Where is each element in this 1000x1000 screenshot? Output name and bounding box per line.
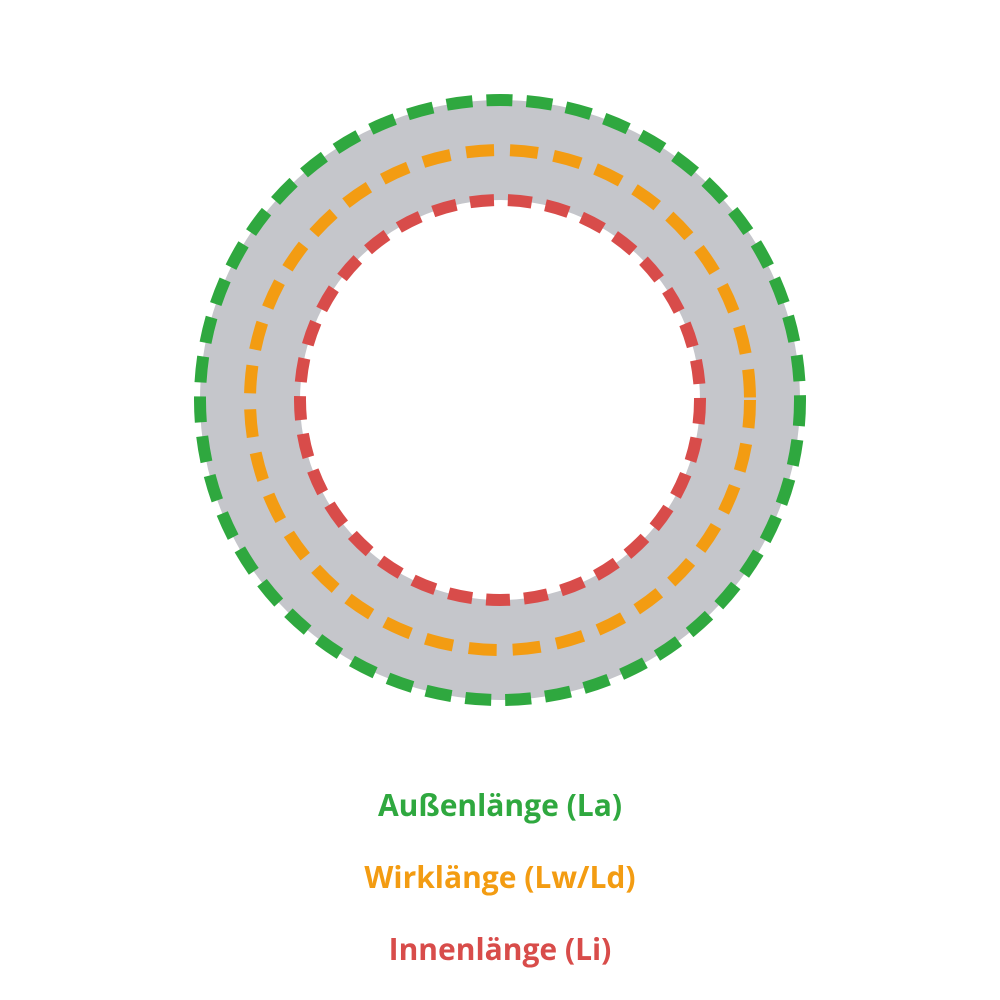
legend-outer-label: Außenlänge (La)	[0, 790, 1000, 820]
ring-diagram	[0, 0, 1000, 1000]
diagram-canvas: Außenlänge (La) Wirklänge (Lw/Ld) Innenl…	[0, 0, 1000, 1000]
legend-inner-label: Innenlänge (Li)	[0, 934, 1000, 964]
effective-length-circle	[250, 150, 750, 650]
legend-middle-label: Wirklänge (Lw/Ld)	[0, 862, 1000, 892]
inner-length-circle	[300, 200, 700, 600]
